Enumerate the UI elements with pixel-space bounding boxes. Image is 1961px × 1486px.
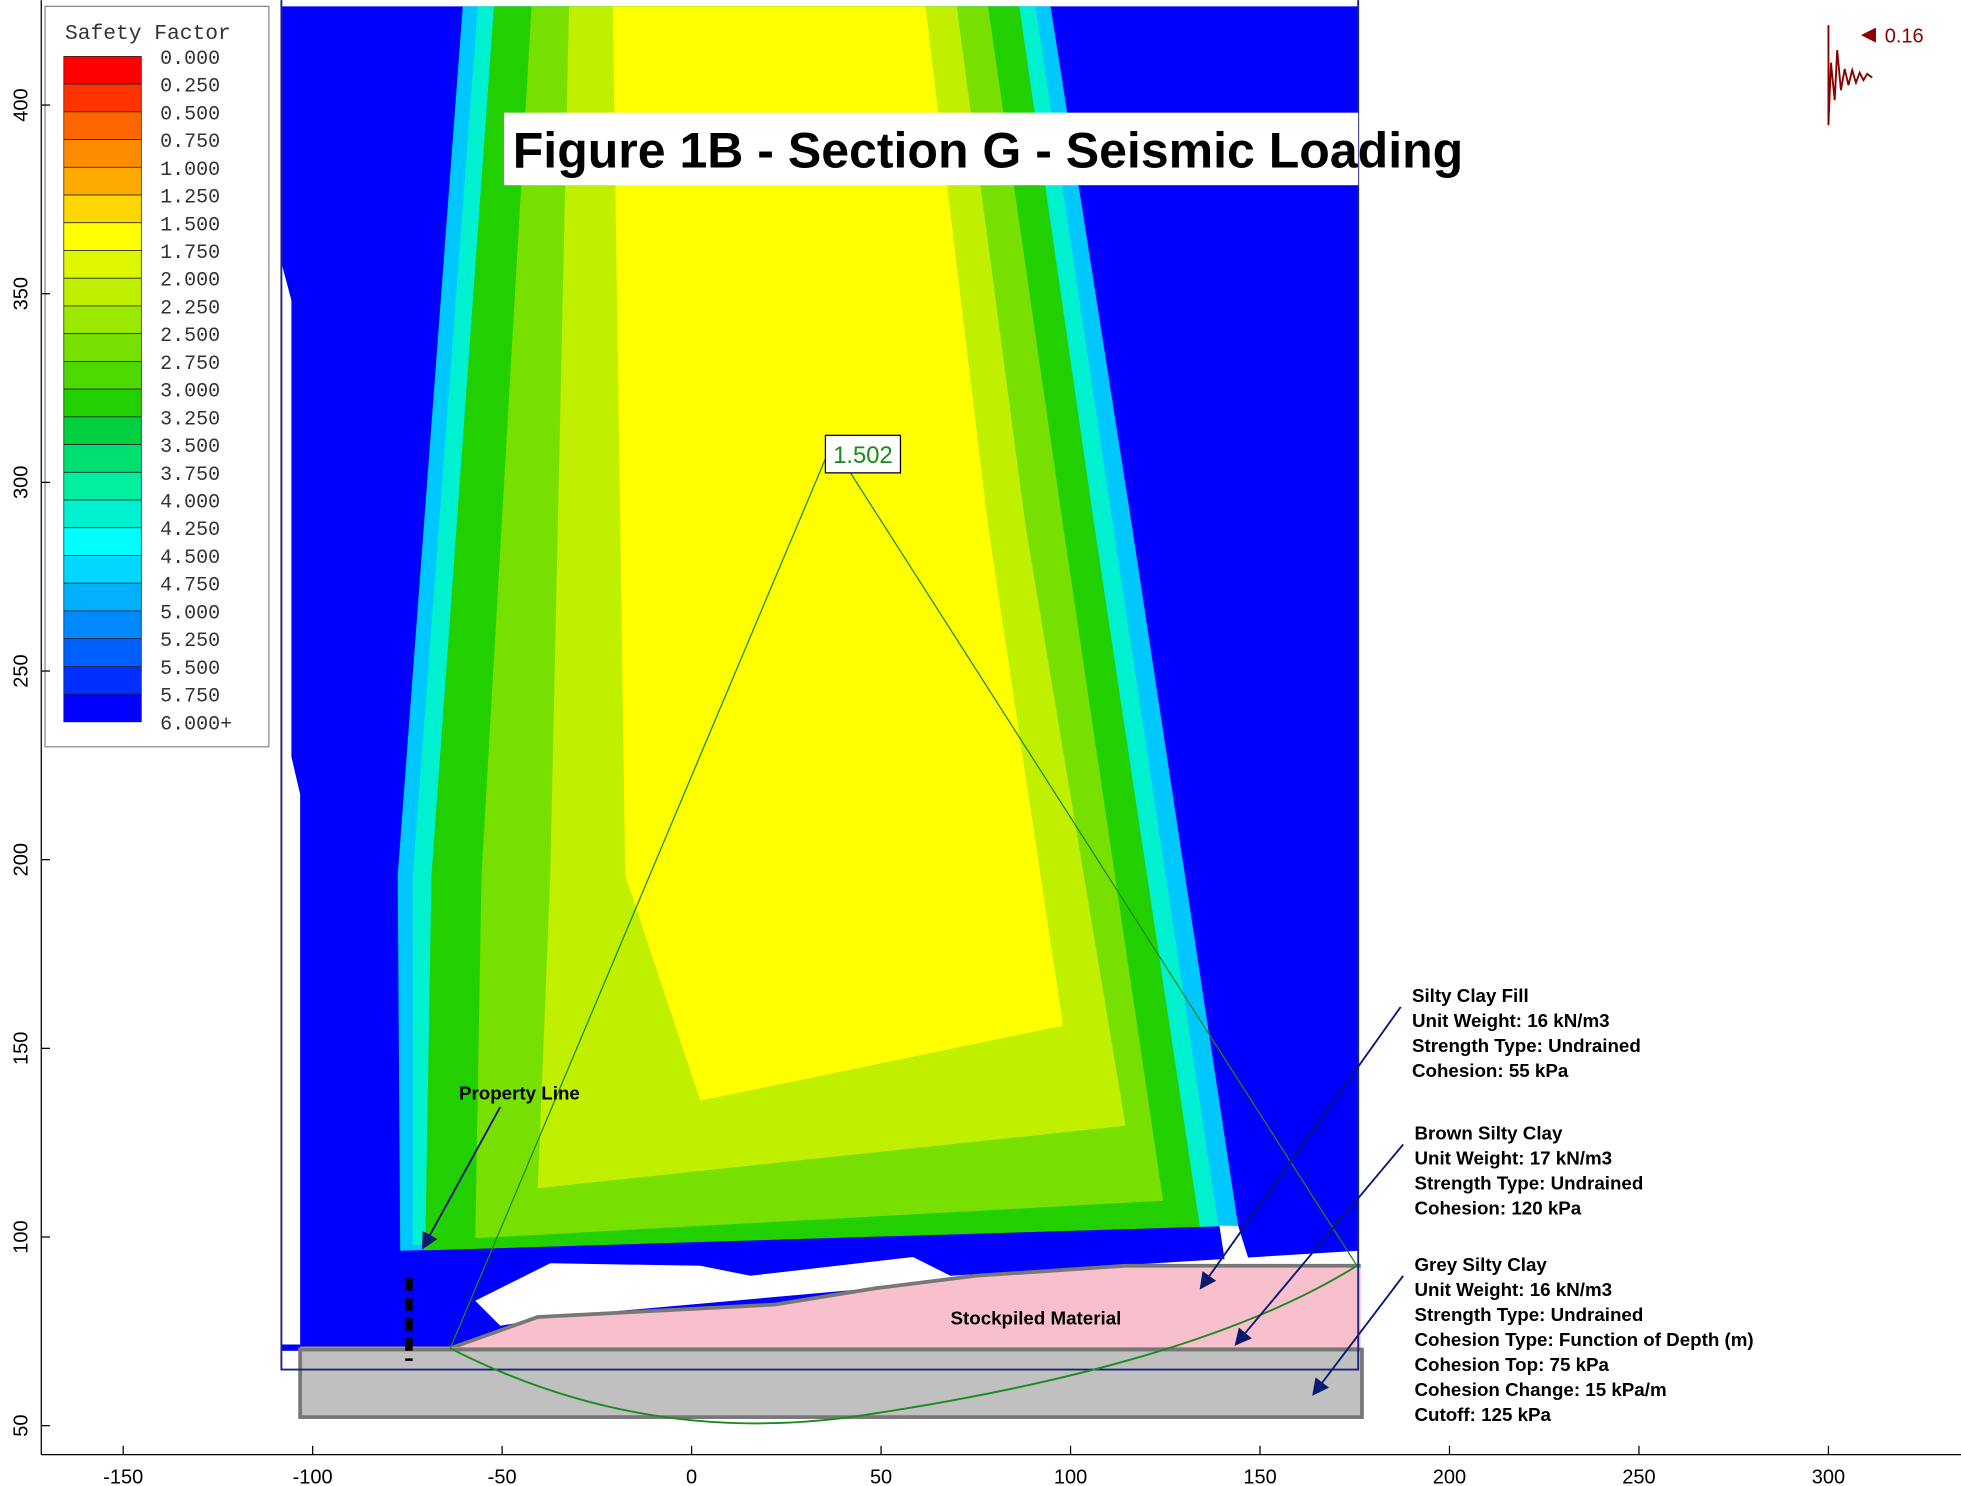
legend-label: 3.250 — [160, 408, 220, 431]
y-tick-label: 250 — [11, 654, 33, 687]
legend-swatch — [64, 389, 142, 417]
legend-swatch — [64, 140, 142, 168]
seismic-arrow — [1861, 28, 1876, 43]
x-tick-label: 100 — [1054, 1466, 1087, 1486]
material-line: Unit Weight: 17 kN/m3 — [1414, 1147, 1612, 1168]
material-line: Unit Weight: 16 kN/m3 — [1414, 1279, 1612, 1300]
page: 1.502 Figure 1B - Section G - Seismic Lo… — [0, 0, 1961, 1486]
legend-label: 0.500 — [160, 103, 220, 126]
legend-label: 1.500 — [160, 214, 220, 237]
y-tick-label: 150 — [11, 1032, 33, 1065]
legend-label: 3.000 — [160, 381, 220, 404]
annotation: Stockpiled Material — [950, 1308, 1121, 1329]
material-line: Cohesion Change: 15 kPa/m — [1414, 1379, 1666, 1400]
legend-swatch — [64, 334, 142, 362]
y-tick-label: 200 — [11, 843, 33, 876]
fs-label: 1.502 — [833, 442, 892, 469]
legend-label: 4.500 — [160, 547, 220, 570]
legend-label: 1.000 — [160, 159, 220, 182]
legend-label: 2.000 — [160, 270, 220, 293]
legend-label: 0.750 — [160, 131, 220, 154]
legend-swatch — [64, 223, 142, 251]
x-tick-label: 250 — [1622, 1466, 1655, 1486]
material-line: Brown Silty Clay — [1414, 1122, 1563, 1143]
legend-label: 5.500 — [160, 658, 220, 681]
material-line: Cohesion Type: Function of Depth (m) — [1414, 1329, 1753, 1350]
legend-swatch — [64, 306, 142, 334]
material-line: Strength Type: Undrained — [1412, 1035, 1641, 1056]
legend-label: 4.250 — [160, 519, 220, 542]
legend-title: Safety Factor — [65, 22, 231, 46]
x-tick-label: 200 — [1433, 1466, 1466, 1486]
legend-swatch — [64, 250, 142, 278]
seismic-icon — [1828, 25, 1872, 125]
material-line: Cutoff: 125 kPa — [1414, 1404, 1551, 1425]
legend-swatch — [64, 56, 142, 84]
legend-swatch — [64, 611, 142, 639]
legend-label: 0.250 — [160, 76, 220, 99]
legend-swatch — [64, 112, 142, 140]
legend-swatch — [64, 445, 142, 473]
legend-swatch — [64, 472, 142, 500]
legend-label: 3.500 — [160, 436, 220, 459]
y-tick-label: 400 — [11, 88, 33, 121]
legend-swatch — [64, 583, 142, 611]
legend-label: 2.750 — [160, 353, 220, 376]
legend-label: 5.000 — [160, 602, 220, 625]
y-tick-label: 100 — [11, 1220, 33, 1253]
legend-swatch — [64, 167, 142, 195]
x-tick-label: 300 — [1812, 1466, 1845, 1486]
legend-label: 4.000 — [160, 492, 220, 515]
legend-swatch — [64, 528, 142, 556]
x-tick-label: 150 — [1243, 1466, 1276, 1486]
grey-clay-layer — [300, 1350, 1362, 1418]
annotation: Property Line — [459, 1082, 580, 1103]
material-line: Strength Type: Undrained — [1414, 1172, 1643, 1193]
material-line: Cohesion Top: 75 kPa — [1414, 1354, 1609, 1375]
legend-label: 5.750 — [160, 686, 220, 709]
y-tick-label: 350 — [11, 277, 33, 310]
legend-swatch — [64, 639, 142, 667]
legend-label: 3.750 — [160, 464, 220, 487]
y-tick-label: 300 — [11, 466, 33, 499]
x-tick-label: 0 — [686, 1466, 697, 1486]
material-line: Strength Type: Undrained — [1414, 1304, 1643, 1325]
figure: 1.502 Figure 1B - Section G - Seismic Lo… — [0, 0, 1961, 1486]
legend-swatch — [64, 500, 142, 528]
x-tick-label: -100 — [293, 1466, 333, 1486]
legend-swatch — [64, 361, 142, 389]
x-tick-label: -50 — [488, 1466, 517, 1486]
title: Figure 1B - Section G - Seismic Loading — [513, 123, 1463, 179]
legend-label: 4.750 — [160, 575, 220, 598]
legend-label: 2.500 — [160, 325, 220, 348]
legend-swatch — [64, 195, 142, 223]
legend-label: 6.000+ — [160, 713, 232, 736]
material-line: Grey Silty Clay — [1414, 1254, 1547, 1275]
seismic-coefficient: 0.16 — [1885, 26, 1924, 48]
legend-swatch — [64, 694, 142, 722]
legend-swatch — [64, 555, 142, 583]
legend-label: 5.250 — [160, 630, 220, 653]
legend-swatch — [64, 278, 142, 306]
legend-label: 0.000 — [160, 48, 220, 71]
y-tick-label: 50 — [11, 1415, 33, 1437]
material-line: Unit Weight: 16 kN/m3 — [1412, 1010, 1610, 1031]
legend-label: 1.250 — [160, 187, 220, 210]
legend-label: 2.250 — [160, 297, 220, 320]
material-line: Silty Clay Fill — [1412, 985, 1529, 1006]
legend-swatch — [64, 84, 142, 112]
legend-swatch — [64, 666, 142, 694]
material-line: Cohesion: 55 kPa — [1412, 1060, 1569, 1081]
legend-swatch — [64, 417, 142, 445]
x-tick-label: -150 — [103, 1466, 143, 1486]
material-line: Cohesion: 120 kPa — [1414, 1197, 1581, 1218]
legend-label: 1.750 — [160, 242, 220, 265]
material-labels: Silty Clay Fill Unit Weight: 16 kN/m3 Stre… — [1412, 985, 1754, 1425]
x-tick-label: 50 — [870, 1466, 892, 1486]
